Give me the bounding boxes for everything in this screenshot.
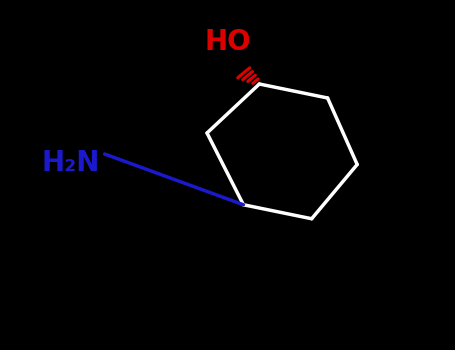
Text: H₂N: H₂N (41, 149, 100, 177)
Text: HO: HO (204, 28, 251, 56)
